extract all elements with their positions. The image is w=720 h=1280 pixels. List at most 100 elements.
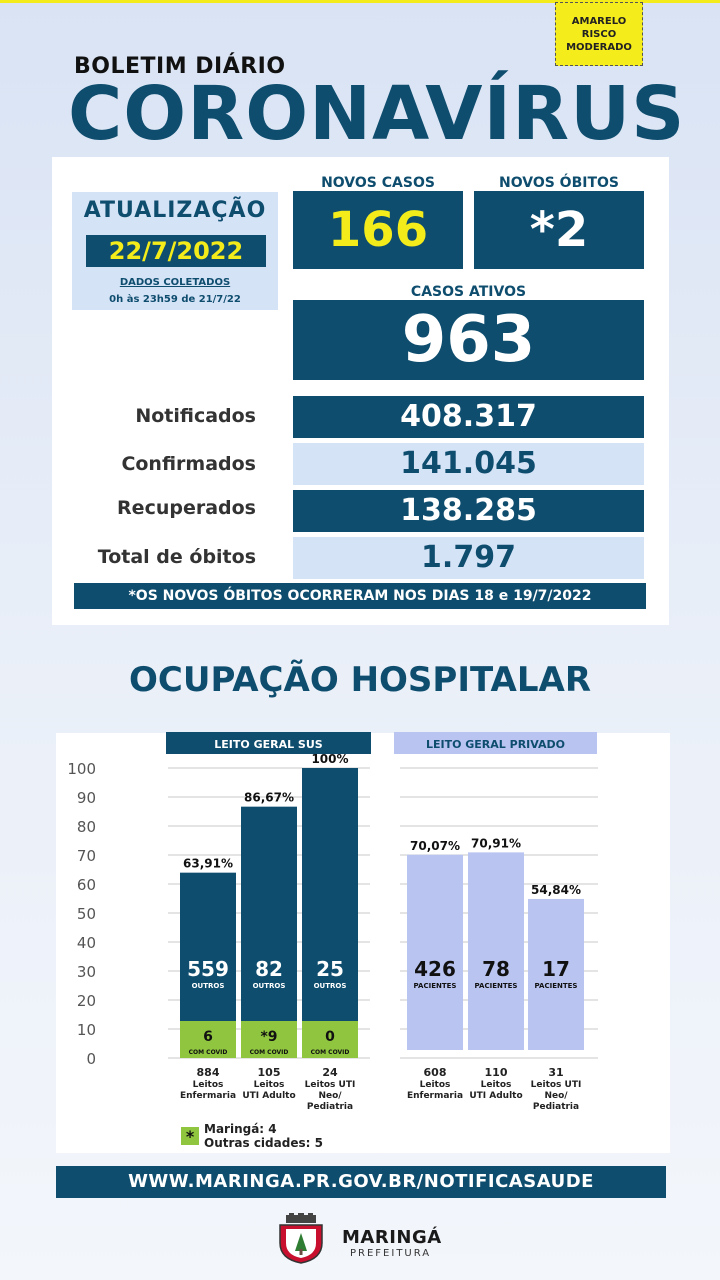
stat-value-confirmed: 141.045 [293,443,644,485]
bar-covid-count: 6 [203,1029,213,1045]
stat-value-notified: 408.317 [293,396,644,438]
y-tick-label: 40 [77,934,96,952]
y-tick-label: 70 [77,847,96,865]
bar-percent-label: 63,91% [183,857,233,871]
bar-bed-type: Enfermaria [407,1091,463,1101]
deaths-footnote: *OS NOVOS ÓBITOS OCORRERAM NOS DIAS 18 e… [74,583,646,609]
city-logo-name: MARINGÁ [342,1227,442,1248]
bar-bed-type: Pediatria [307,1102,353,1112]
notification-url-link[interactable]: WWW.MARINGA.PR.GOV.BR/NOTIFICASAUDE [56,1166,666,1198]
collected-label: DADOS COLETADOS [119,277,231,288]
bar-bed-type: Leitos [481,1080,512,1090]
bar-covid-count: 0 [325,1029,335,1045]
risk-line-1: AMARELO [571,15,627,27]
bulletin-subtitle: BOLETIM DIÁRIO [74,54,286,79]
stat-label-confirmed: Confirmados [121,453,256,475]
city-coat-of-arms-icon [279,1213,323,1264]
y-tick-label: 50 [77,905,96,923]
group-title: LEITO GERAL SUS [214,738,323,751]
bar-bed-type: Leitos [254,1080,285,1090]
bar-bed-count: 24 [322,1066,338,1079]
bar-bed-type: Pediatria [533,1102,579,1112]
risk-level-badge: AMARELO RISCO MODERADO [555,2,643,66]
bar-bed-count: 31 [548,1066,563,1079]
bar-bed-type: Neo/ [318,1091,342,1101]
legend-line-2: Outras cidades: 5 [204,1136,323,1150]
stat-label-recovered: Recuperados [117,497,256,519]
stat-label-total-deaths: Total de óbitos [97,546,256,568]
y-tick-label: 60 [77,876,96,894]
bar-covid-caption: COM COVID [250,1049,289,1056]
y-tick-label: 20 [77,992,96,1010]
new-deaths-value: *2 [474,191,644,269]
bar-covid-caption: COM COVID [189,1049,228,1056]
bar-others-caption: OUTROS [192,982,225,990]
group-title-box [166,732,371,754]
bar-bed-type: UTI Adulto [469,1091,522,1101]
bar-others [302,768,358,1021]
bar-percent-label: 86,67% [244,791,294,805]
stat-value-recovered: 138.285 [293,490,644,532]
bar-patients [528,898,584,1050]
bar-patients-count: 17 [542,957,570,981]
bar-bed-type: Enfermaria [180,1091,236,1101]
bar-patients-count: 78 [482,957,510,981]
risk-line-3: MODERADO [566,41,632,53]
hospital-section-title: OCUPAÇÃO HOSPITALAR [128,660,592,700]
legend-asterisk-icon: * [181,1127,199,1146]
update-label: ATUALIZAÇÃO [83,198,267,223]
bar-patients-caption: PACIENTES [535,982,578,990]
bar-others [180,872,236,1021]
bar-bed-type: Leitos [193,1080,224,1090]
new-cases-value: 166 [293,191,463,269]
bar-percent-label: 100% [311,752,348,766]
group-title-box [394,732,597,754]
bar-bed-count: 884 [197,1066,220,1079]
new-cases-label: NOVOS CASOS [321,175,435,191]
y-tick-label: 30 [77,963,96,981]
bar-others-caption: OUTROS [253,982,286,990]
y-tick-label: 100 [67,760,96,778]
bar-bed-count: 105 [258,1066,281,1079]
bar-others-count: 82 [255,957,283,981]
bar-bed-type: Leitos UTI [305,1080,356,1090]
bar-others-caption: OUTROS [314,982,347,990]
bar-patients-caption: PACIENTES [475,982,518,990]
bar-patients [407,854,463,1050]
bar-covid-count: *9 [260,1029,277,1045]
risk-line-2: RISCO [581,28,617,40]
top-accent-line [0,0,720,3]
bar-percent-label: 54,84% [531,883,581,897]
bar-covid [180,1021,236,1058]
bar-others-count: 25 [316,957,344,981]
bar-percent-label: 70,91% [471,836,521,850]
group-title: LEITO GERAL PRIVADO [426,738,565,751]
new-deaths-label: NOVOS ÓBITOS [498,175,619,191]
city-logo-subtitle: PREFEITURA [350,1248,432,1259]
bar-percent-label: 70,07% [410,839,460,853]
bar-covid [241,1021,297,1058]
active-cases-label: CASOS ATIVOS [410,284,527,300]
bulletin-title: CORONAVÍRUS [68,71,686,157]
y-tick-label: 80 [77,818,96,836]
bar-others [241,806,297,1021]
update-date: 22/7/2022 [86,235,266,267]
bar-bed-type: Neo/ [544,1091,568,1101]
bar-bed-type: Leitos [420,1080,451,1090]
y-tick-label: 10 [77,1021,96,1039]
collected-range: 0h às 23h59 de 21/7/22 [109,294,241,305]
legend-line-1: Maringá: 4 [204,1122,277,1136]
bar-bed-count: 608 [424,1066,447,1079]
bar-patients [468,852,524,1050]
bar-others-count: 559 [187,957,229,981]
active-cases-value: 963 [293,300,644,380]
legend-text: Maringá: 4 Outras cidades: 5 [204,1122,323,1150]
bar-patients-count: 426 [414,957,456,981]
y-tick-label: 0 [86,1050,96,1068]
bar-bed-type: UTI Adulto [242,1091,295,1101]
stat-value-total-deaths: 1.797 [293,537,644,579]
bar-patients-caption: PACIENTES [414,982,457,990]
bar-covid-caption: COM COVID [311,1049,350,1056]
stat-label-notified: Notificados [135,405,256,427]
